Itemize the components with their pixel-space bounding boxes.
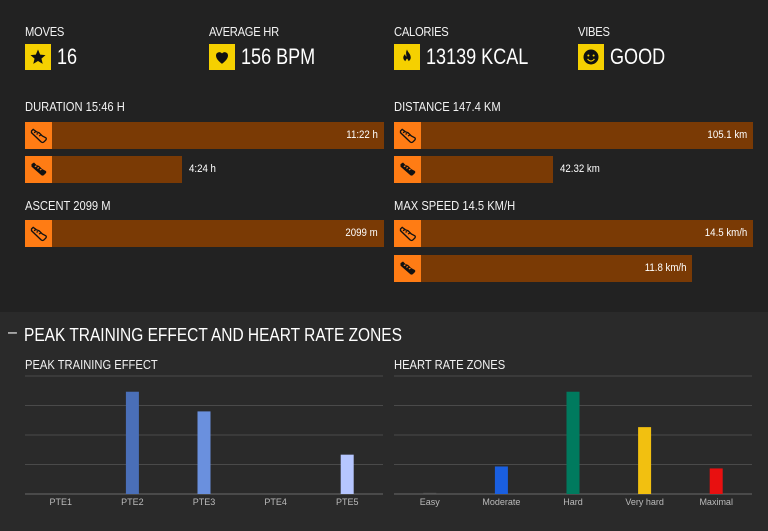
hiking-boot-icon [25,156,52,183]
distance-label: DISTANCE 147.4 KM [394,99,501,114]
section-heading: PEAK TRAINING EFFECT AND HEART RATE ZONE… [24,325,402,345]
hr-zone-tick-label: Very hard [625,497,664,507]
distance-bar-running: 105.1 km [394,122,753,149]
distance-hiking-value: 42.32 km [560,163,600,175]
hiking-boot-icon [394,156,421,183]
hr-zone-bar-hard[interactable] [566,391,580,494]
pte-bar-pte2[interactable] [125,391,139,494]
pte-bar-pte5[interactable] [340,454,354,494]
max-speed-running-value: 14.5 km/h [704,227,747,239]
collapse-toggle[interactable]: – [8,324,17,341]
pte-tick-label: PTE3 [193,497,216,507]
peak-training-effect-chart: PTE1 PTE2 PTE3 PTE4 PTE5 [25,375,383,507]
stat-calories-value: 13139 KCAL [426,44,529,69]
max-speed-bar-running: 14.5 km/h [394,220,753,247]
max-speed-bar-hiking: 11.8 km/h [394,255,692,282]
stat-average-hr: AVERAGE HR 156 BPM [209,24,332,70]
hr-zone-bar-easy[interactable] [423,492,437,494]
running-shoe-icon [25,122,52,149]
running-shoe-icon [394,220,421,247]
summary-panel: MOVES 16 AVERAGE HR 156 BPM CALORIES 131… [25,24,753,282]
stat-vibes: VIBES GOOD [578,24,677,70]
hr-zone-tick-label: Moderate [482,497,520,507]
running-shoe-icon [394,122,421,149]
max-speed-label: MAX SPEED 14.5 KM/H [394,198,516,213]
stat-average-hr-value: 156 BPM [241,44,316,69]
star-icon [25,44,51,70]
ascent-label: ASCENT 2099 M [25,198,111,213]
smiley-icon [578,44,604,70]
hr-zone-tick-label: Hard [563,497,583,507]
pte-tick-label: PTE4 [264,497,287,507]
stat-moves-label: MOVES [25,24,65,39]
duration-bar-running: 11:22 h [25,122,384,149]
stat-moves-value: 16 [57,44,78,69]
pte-bar-pte3[interactable] [197,411,211,494]
stat-calories-label: CALORIES [394,24,449,39]
training-effect-section: – PEAK TRAINING EFFECT AND HEART RATE ZO… [0,312,768,531]
pte-chart-title: PEAK TRAINING EFFECT [25,357,158,372]
hr-zone-bar-moderate[interactable] [494,466,508,494]
duration-bar-hiking [25,156,182,183]
stat-vibes-value: GOOD [610,44,666,69]
hr-zone-bar-very-hard[interactable] [638,427,652,494]
hr-zone-tick-label: Easy [420,497,441,507]
stat-calories: CALORIES 13139 KCAL [394,24,551,70]
heart-icon [209,44,235,70]
pte-tick-label: PTE5 [336,497,359,507]
hiking-boot-icon [394,255,421,282]
distance-running-value: 105.1 km [707,129,747,141]
distance-bar-hiking [394,156,553,183]
pte-tick-label: PTE2 [121,497,144,507]
heart-rate-zones-chart: Easy Moderate Hard Very hard Maximal [394,375,752,507]
ascent-bar-running: 2099 m [25,220,384,247]
ascent-running-value: 2099 m [345,227,378,239]
stat-moves: MOVES 16 [25,24,81,70]
hr-zones-chart-title: HEART RATE ZONES [394,357,506,372]
stat-vibes-label: VIBES [578,24,610,39]
pte-tick-label: PTE1 [50,497,73,507]
duration-label: DURATION 15:46 H [25,99,125,114]
flame-icon [394,44,420,70]
hr-zone-tick-label: Maximal [699,497,733,507]
duration-running-value: 11:22 h [346,129,378,141]
stat-average-hr-label: AVERAGE HR [209,24,279,39]
hr-zone-bar-maximal[interactable] [709,468,723,494]
max-speed-hiking-value: 11.8 km/h [644,262,686,274]
running-shoe-icon [25,220,52,247]
duration-hiking-value: 4:24 h [189,163,216,175]
